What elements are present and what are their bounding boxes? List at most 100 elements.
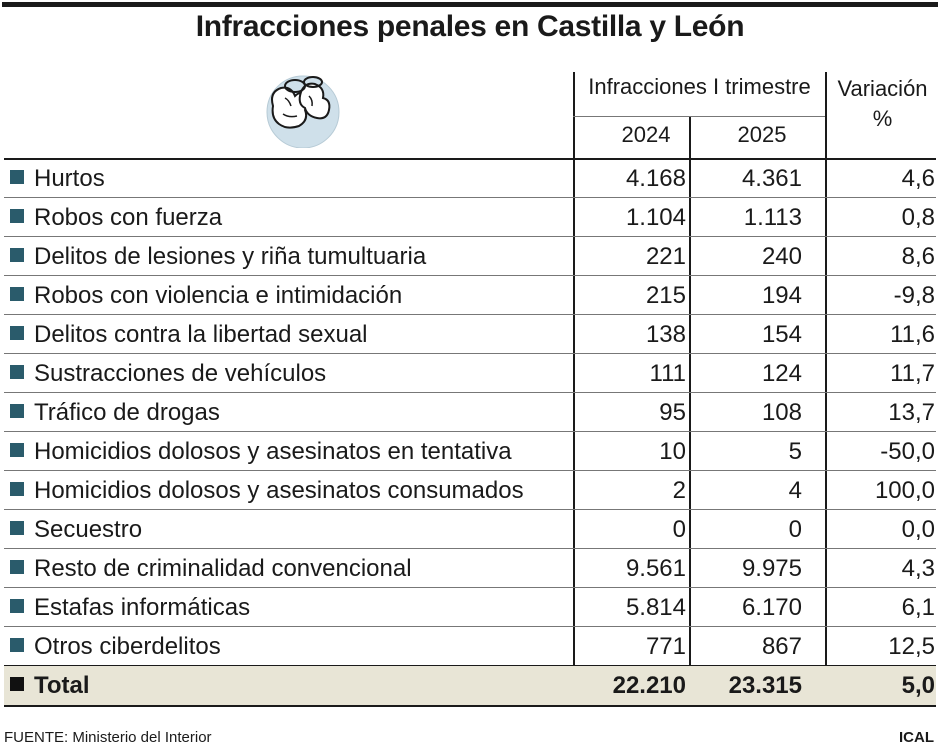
square-bullet-icon [10,482,24,496]
row-label: Secuestro [10,516,142,544]
row-label-text: Robos con fuerza [34,204,223,231]
value-variation: 4,3 [901,555,935,582]
square-bullet-icon [10,248,24,262]
brand-label: ICAL [899,729,934,746]
value-2024: 9.561 [625,555,686,582]
table-row: Resto de criminalidad convencional 9.561 9… [4,549,936,588]
table-row: Delitos contra la libertad sexual 138 154 1… [4,315,936,354]
row-rule [4,470,936,471]
table-bottom-rule [4,705,936,707]
header-year-2024: 2024 [621,122,671,147]
value-2024: 221 [645,243,686,270]
value-2025: 240 [761,243,802,270]
square-bullet-icon [10,443,24,457]
row-label-text: Homicidios dolosos y asesinatos en tenta… [34,438,512,465]
row-label: Estafas informáticas [10,594,250,622]
value-2024: 2 [672,477,686,504]
value-2025: 5 [788,438,802,465]
row-rule [4,197,936,198]
row-label-text: Delitos de lesiones y riña tumultuaria [34,243,427,270]
row-label: Delitos de lesiones y riña tumultuaria [10,243,426,271]
row-rule [4,314,936,315]
square-bullet-icon [10,209,24,223]
value-2024: 111 [649,360,686,387]
square-bullet-icon [10,287,24,301]
value-2025: 867 [761,633,802,660]
square-bullet-icon [10,326,24,340]
row-label-text: Tráfico de drogas [34,399,220,426]
value-variation: 0,8 [901,204,935,231]
value-2025: 124 [761,360,802,387]
row-label-text: Secuestro [34,516,143,543]
value-variation: -50,0 [880,438,935,465]
chart-title: Infracciones penales en Castilla y León [195,10,745,43]
source-note: FUENTE: Ministerio del Interior [4,729,212,746]
row-rule [4,275,936,276]
row-rule [4,626,936,627]
row-label: Otros ciberdelitos [10,633,221,661]
square-bullet-icon [10,677,24,691]
value-2024: 138 [645,321,686,348]
value-2024: 771 [645,633,686,660]
value-2025: 4.361 [741,165,802,192]
table-row: Robos con fuerza 1.104 1.113 0,8 [4,198,936,237]
row-label: Robos con violencia e intimidación [10,282,402,310]
row-label-text: Robos con violencia e intimidación [34,282,403,309]
value-variation: 0,0 [901,516,935,543]
table-row: Sustracciones de vehículos 111 124 11,7 [4,354,936,393]
value-2025: 6.170 [741,594,802,621]
header-variation: Variación % [830,74,935,134]
column-divider [825,72,827,705]
value-variation: 8,6 [901,243,935,270]
total-row: Total 22.210 23.315 5,0 [4,666,936,705]
value-2025: 154 [761,321,802,348]
row-label: Robos con fuerza [10,204,222,232]
value-2024: 0 [672,516,686,543]
table-row: Estafas informáticas 5.814 6.170 6,1 [4,588,936,627]
value-variation: 11,7 [890,360,935,387]
square-bullet-icon [10,560,24,574]
value-variation: -9,8 [893,282,935,309]
table-row: Delitos de lesiones y riña tumultuaria 22… [4,237,936,276]
value-2025: 23.315 [728,672,802,699]
row-rule [4,509,936,510]
header-bottom-rule [4,158,936,160]
row-label: Sustracciones de vehículos [10,360,326,388]
row-label-text: Delitos contra la libertad sexual [34,321,368,348]
value-variation: 12,5 [888,633,935,660]
value-2025: 1.113 [743,204,802,231]
table-row: Otros ciberdelitos 771 867 12,5 [4,627,936,666]
value-variation: 13,7 [888,399,935,426]
value-2024: 215 [645,282,686,309]
value-2024: 1.104 [625,204,686,231]
row-rule [4,587,936,588]
header-group-label: Infracciones I trimestre [588,74,811,99]
table-row: Robos con violencia e intimidación 215 194… [4,276,936,315]
value-2025: 4 [788,477,802,504]
top-rule [2,2,938,7]
value-2025: 194 [761,282,802,309]
row-label-text: Resto de criminalidad convencional [34,555,412,582]
row-label: Homicidios dolosos y asesinatos en tenta… [10,438,512,466]
value-2024: 5.814 [625,594,686,621]
column-divider [689,117,691,705]
header-rule [573,116,825,117]
square-bullet-icon [10,365,24,379]
value-2024: 10 [659,438,686,465]
row-rule [4,392,936,393]
square-bullet-icon [10,638,24,652]
square-bullet-icon [10,599,24,613]
row-rule [4,353,936,354]
value-2025: 108 [761,399,802,426]
row-rule [4,548,936,549]
square-bullet-icon [10,170,24,184]
row-label-text: Total [34,672,90,699]
value-variation: 100,0 [874,477,935,504]
row-label: Total [10,672,90,700]
row-label-text: Otros ciberdelitos [34,633,221,660]
square-bullet-icon [10,521,24,535]
table-row: Hurtos 4.168 4.361 4,6 [4,159,936,198]
row-rule [4,431,936,432]
value-2024: 95 [659,399,686,426]
value-2024: 22.210 [612,672,686,699]
